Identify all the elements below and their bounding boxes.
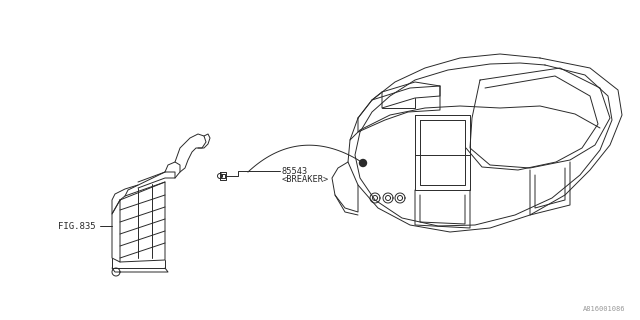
Text: <BREAKER>: <BREAKER> bbox=[282, 175, 329, 184]
Text: 85543: 85543 bbox=[282, 167, 308, 176]
Text: FIG.835: FIG.835 bbox=[58, 221, 95, 230]
Text: A816001086: A816001086 bbox=[582, 306, 625, 312]
Circle shape bbox=[360, 159, 367, 166]
